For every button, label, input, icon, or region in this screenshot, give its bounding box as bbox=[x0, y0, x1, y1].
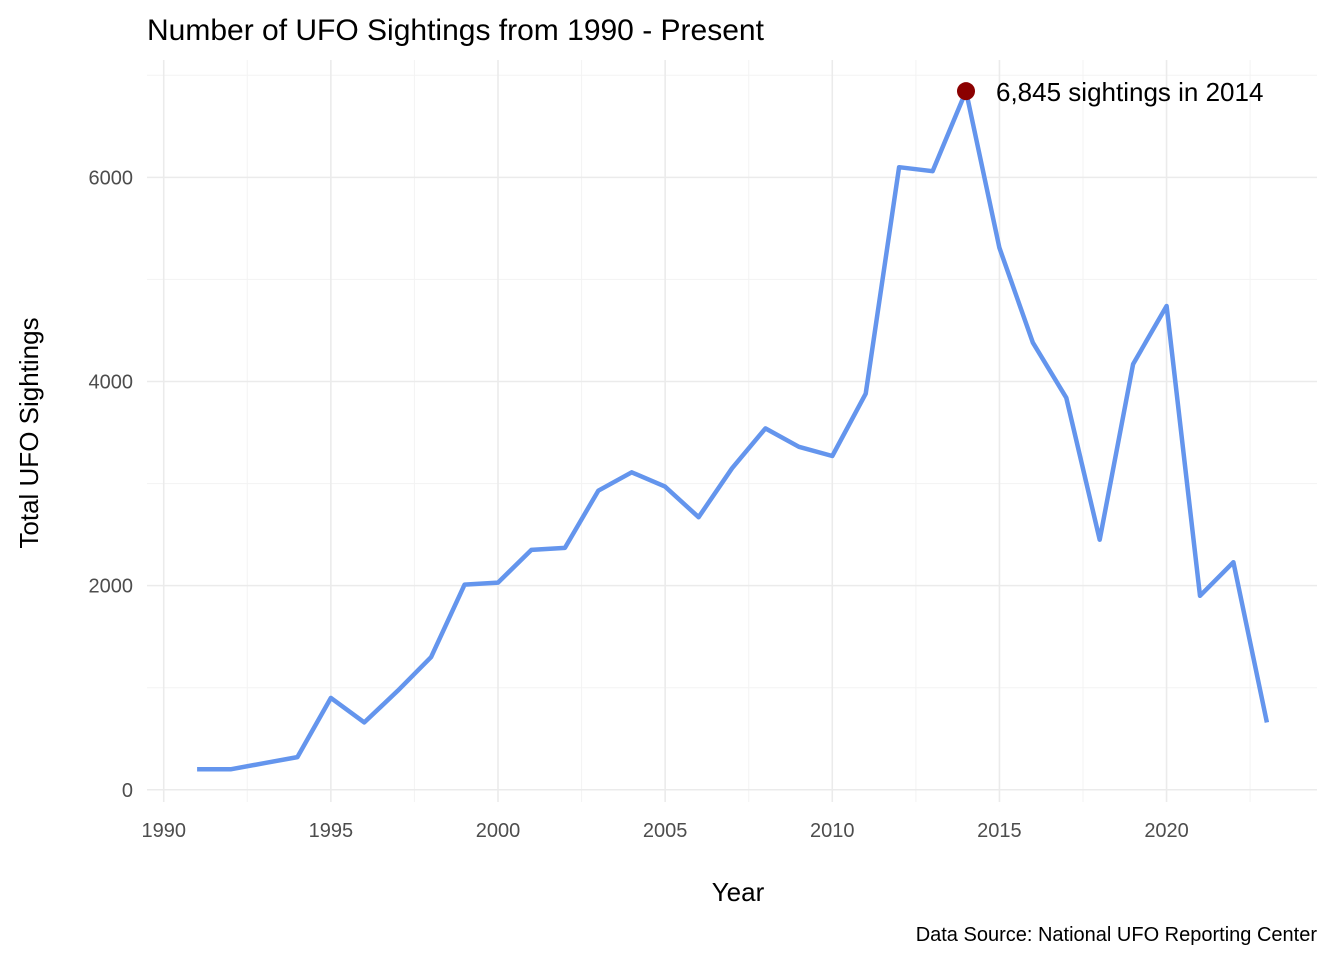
data-point-2004 bbox=[630, 470, 634, 474]
y-tick-label: 2000 bbox=[89, 576, 134, 598]
y-axis-ticks: 0 2000 4000 6000 bbox=[89, 167, 134, 801]
data-point-2018 bbox=[1098, 538, 1102, 542]
data-point-2006 bbox=[697, 515, 701, 519]
data-point-2009 bbox=[797, 445, 801, 449]
data-point-1996 bbox=[362, 720, 366, 724]
data-point-2008 bbox=[763, 426, 767, 430]
x-tick-label: 2005 bbox=[643, 820, 688, 842]
x-tick-label: 1990 bbox=[141, 820, 186, 842]
x-tick-label: 2010 bbox=[810, 820, 855, 842]
data-point-2005 bbox=[663, 485, 667, 489]
x-axis-title: Year bbox=[712, 877, 765, 907]
data-point-2010 bbox=[830, 454, 834, 458]
data-point-2017 bbox=[1064, 396, 1068, 400]
data-point-2007 bbox=[730, 466, 734, 470]
data-point-1999 bbox=[463, 583, 467, 587]
data-point-2022 bbox=[1231, 560, 1235, 564]
data-point-2000 bbox=[496, 581, 500, 585]
x-tick-label: 2000 bbox=[476, 820, 521, 842]
data-point-1995 bbox=[329, 696, 333, 700]
series-points bbox=[195, 89, 1269, 771]
data-point-2002 bbox=[563, 546, 567, 550]
data-point-2001 bbox=[529, 548, 533, 552]
data-point-2016 bbox=[1031, 341, 1035, 345]
x-axis-ticks: 1990 1995 2000 2005 2010 2015 2020 bbox=[141, 820, 1188, 842]
series-line-ufo-sightings bbox=[197, 88, 1270, 772]
annotation-label: 6,845 sightings in 2014 bbox=[996, 77, 1263, 107]
data-point-1993 bbox=[262, 761, 266, 765]
data-point-1992 bbox=[229, 767, 233, 771]
grid-lines bbox=[147, 60, 1317, 802]
y-tick-label: 0 bbox=[122, 780, 133, 802]
data-point-2012 bbox=[897, 165, 901, 169]
data-point-2011 bbox=[864, 392, 868, 396]
data-point-1991 bbox=[195, 767, 199, 771]
highlight-point-2014 bbox=[957, 82, 975, 101]
data-point-2003 bbox=[596, 489, 600, 493]
data-point-2019 bbox=[1131, 362, 1135, 366]
data-point-2021 bbox=[1198, 594, 1202, 598]
data-point-2015 bbox=[997, 246, 1001, 250]
y-axis-title: Total UFO Sightings bbox=[14, 317, 44, 548]
x-tick-label: 1995 bbox=[309, 820, 354, 842]
x-tick-label: 2015 bbox=[977, 820, 1022, 842]
data-point-1994 bbox=[295, 755, 299, 759]
y-tick-label: 4000 bbox=[89, 371, 134, 393]
data-point-2020 bbox=[1165, 304, 1169, 308]
data-point-1997 bbox=[396, 689, 400, 693]
y-tick-label: 6000 bbox=[89, 167, 134, 189]
x-tick-label: 2020 bbox=[1144, 820, 1189, 842]
data-point-2013 bbox=[931, 169, 935, 173]
data-point-2023 bbox=[1265, 720, 1269, 724]
chart-title: Number of UFO Sightings from 1990 - Pres… bbox=[147, 14, 765, 47]
chart-caption: Data Source: National UFO Reporting Cent… bbox=[916, 924, 1318, 946]
data-point-1998 bbox=[429, 655, 433, 659]
